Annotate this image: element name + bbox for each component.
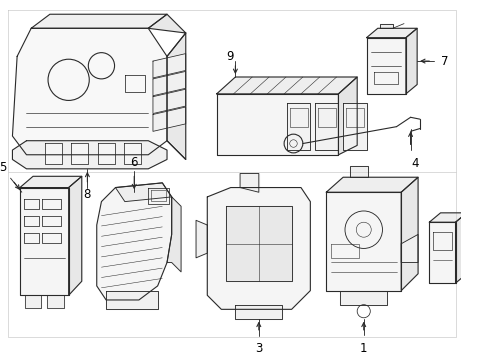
Polygon shape [400, 234, 417, 262]
Polygon shape [45, 143, 62, 164]
Polygon shape [428, 222, 455, 283]
Polygon shape [216, 77, 356, 94]
Text: 4: 4 [411, 157, 418, 170]
Polygon shape [20, 188, 68, 295]
Polygon shape [153, 107, 185, 131]
Polygon shape [24, 295, 41, 309]
Polygon shape [106, 291, 157, 309]
Polygon shape [216, 94, 338, 155]
Polygon shape [428, 213, 466, 222]
Polygon shape [153, 54, 185, 78]
Polygon shape [343, 103, 366, 150]
Polygon shape [207, 188, 310, 309]
Polygon shape [314, 103, 338, 150]
Text: 1: 1 [359, 342, 367, 355]
Polygon shape [47, 295, 64, 309]
Polygon shape [167, 197, 181, 272]
Text: 7: 7 [441, 55, 448, 68]
Polygon shape [400, 177, 417, 291]
Polygon shape [405, 28, 416, 94]
Text: 6: 6 [130, 156, 138, 169]
Polygon shape [97, 183, 171, 300]
Polygon shape [98, 143, 114, 164]
Polygon shape [235, 305, 282, 319]
Text: 8: 8 [83, 188, 91, 201]
Polygon shape [153, 89, 185, 113]
Polygon shape [338, 77, 356, 155]
Polygon shape [115, 183, 171, 202]
Polygon shape [325, 192, 400, 291]
Polygon shape [153, 71, 185, 96]
Polygon shape [379, 24, 392, 28]
Polygon shape [123, 143, 141, 164]
Polygon shape [455, 213, 466, 283]
Polygon shape [12, 141, 167, 169]
Text: 2: 2 [487, 244, 488, 257]
Polygon shape [366, 28, 416, 38]
Text: 3: 3 [255, 342, 262, 355]
Polygon shape [12, 28, 167, 155]
Polygon shape [196, 220, 207, 258]
Polygon shape [340, 291, 386, 305]
Polygon shape [148, 14, 185, 159]
Polygon shape [68, 176, 81, 295]
Polygon shape [20, 176, 81, 188]
Polygon shape [366, 38, 405, 94]
Polygon shape [349, 166, 367, 177]
Polygon shape [71, 143, 88, 164]
Polygon shape [325, 177, 417, 192]
Text: 5: 5 [0, 161, 7, 175]
Polygon shape [286, 103, 310, 150]
Polygon shape [31, 14, 167, 28]
Text: 9: 9 [225, 50, 233, 63]
Polygon shape [240, 174, 258, 192]
Polygon shape [225, 206, 291, 281]
